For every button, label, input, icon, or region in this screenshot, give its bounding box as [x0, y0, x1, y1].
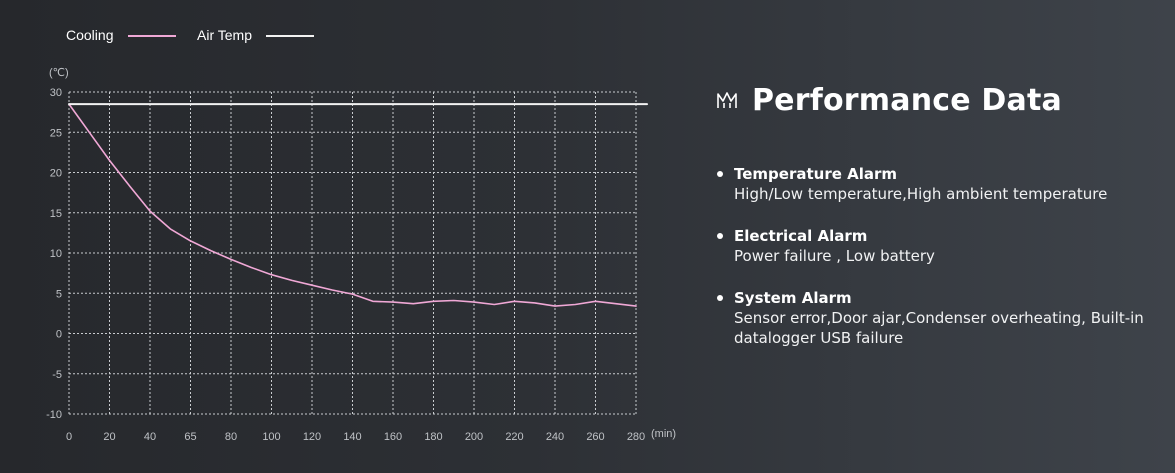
- y-unit-label: (℃): [49, 67, 69, 79]
- x-tick-label: 280: [627, 431, 645, 443]
- series-line-cooling: [68, 103, 637, 307]
- performance-chart: Cooling Air Temp (℃) (min) 302520151050-…: [46, 27, 677, 443]
- y-axis: 30 25 20 15 10 5 0 -5 -10: [46, 87, 62, 421]
- x-tick-label: 100: [262, 431, 280, 443]
- x-tick-label: 80: [225, 431, 237, 443]
- x-axis: 0 20 40 65 80 100 120 140 160 180 200 220 240 260 280: [66, 431, 645, 443]
- x-tick-label: 160: [384, 431, 402, 443]
- x-tick-label: 240: [546, 431, 564, 443]
- x-tick-label: 180: [424, 431, 442, 443]
- alarm-heading: Temperature Alarm: [734, 165, 898, 183]
- alarm-description: Sensor error,Door ajar,Condenser overhea…: [734, 309, 1144, 347]
- x-tick-label: 20: [103, 431, 115, 443]
- alarm-heading: System Alarm: [734, 289, 852, 307]
- y-tick-label: 5: [56, 288, 62, 300]
- alarm-description: High/Low temperature,High ambient temper…: [734, 185, 1108, 203]
- grid: [68, 91, 637, 415]
- legend-label-air-temp: Air Temp: [197, 27, 252, 43]
- y-tick-label: 20: [50, 168, 62, 180]
- bullet-icon: [717, 233, 723, 239]
- mountain-icon: [716, 90, 738, 110]
- alarm-heading: Electrical Alarm: [734, 227, 868, 245]
- x-tick-label: 140: [343, 431, 361, 443]
- y-tick-label: 10: [50, 248, 62, 260]
- series-layer: [68, 103, 648, 307]
- x-unit-label: (min): [651, 428, 676, 440]
- bullet-icon: [717, 295, 723, 301]
- title-row: Performance Data: [716, 82, 1156, 118]
- y-tick-label: -5: [52, 369, 62, 381]
- alarm-list: Temperature Alarm High/Low temperature,H…: [716, 164, 1156, 348]
- alarm-item-system: System Alarm Sensor error,Door ajar,Cond…: [716, 288, 1156, 348]
- alarm-item-temperature: Temperature Alarm High/Low temperature,H…: [716, 164, 1156, 204]
- y-tick-label: 30: [50, 87, 62, 99]
- x-tick-label: 220: [505, 431, 523, 443]
- alarm-description: Power failure , Low battery: [734, 247, 935, 265]
- alarm-item-electrical: Electrical Alarm Power failure , Low bat…: [716, 226, 1156, 266]
- x-tick-label: 0: [66, 431, 72, 443]
- legend-label-cooling: Cooling: [66, 27, 113, 43]
- x-tick-label: 120: [303, 431, 321, 443]
- y-tick-label: -10: [46, 409, 62, 421]
- legend: Cooling Air Temp: [66, 27, 314, 43]
- x-tick-label: 65: [184, 431, 196, 443]
- y-tick-label: 25: [50, 127, 62, 139]
- x-tick-label: 40: [144, 431, 156, 443]
- performance-panel: Performance Data Temperature Alarm High/…: [716, 82, 1156, 370]
- y-tick-label: 15: [50, 208, 62, 220]
- bullet-icon: [717, 171, 723, 177]
- page-title: Performance Data: [752, 82, 1062, 118]
- x-tick-label: 260: [586, 431, 604, 443]
- y-tick-label: 0: [56, 329, 62, 341]
- x-tick-label: 200: [465, 431, 483, 443]
